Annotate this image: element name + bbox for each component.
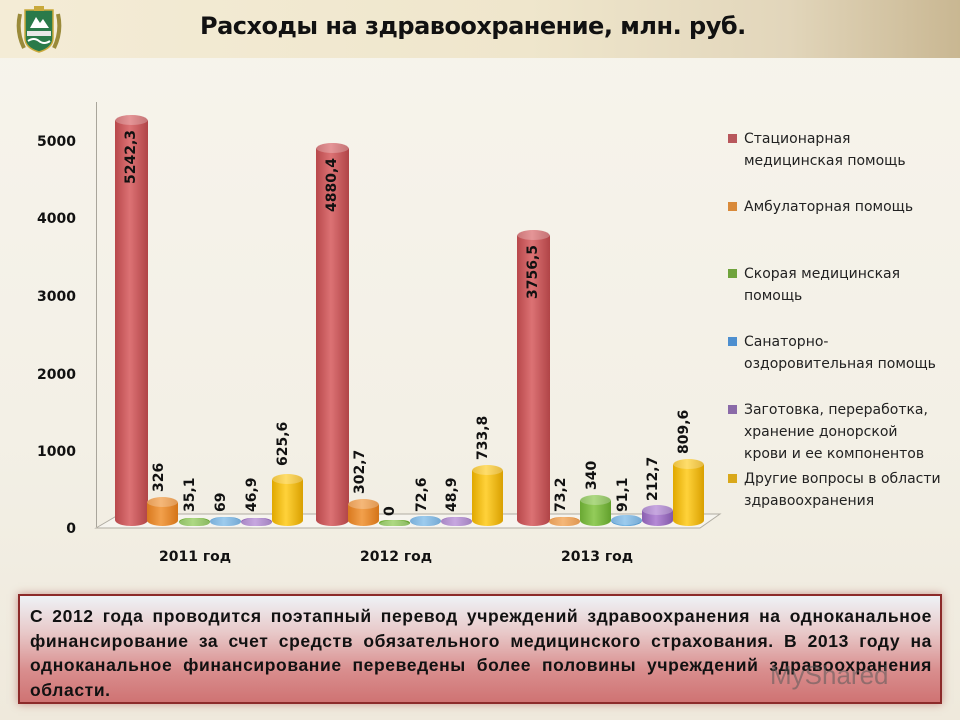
legend-swatch: [728, 202, 737, 211]
bar-2011-emergency: [179, 518, 210, 528]
bar-2011-sanatorium: [210, 517, 241, 527]
page-title: Расходы на здравоохранение, млн. руб.: [200, 12, 746, 40]
bar-2012-ambulatory: [348, 499, 379, 526]
value-label: 69: [213, 492, 229, 512]
value-label: 340: [584, 460, 600, 490]
value-label: 326: [151, 462, 167, 492]
value-label: 4880,4: [324, 157, 340, 212]
value-label: 625,6: [275, 421, 291, 466]
value-label: 73,2: [553, 477, 569, 512]
info-note-text: С 2012 года проводится поэтапный перевод…: [30, 606, 932, 700]
bar-2012-sanatorium: [410, 516, 441, 526]
legend-swatch: [728, 269, 737, 278]
value-label: 302,7: [352, 449, 368, 494]
value-label: 733,8: [475, 415, 491, 460]
bar-2011-ambulatory: [147, 497, 178, 526]
value-label: 3756,5: [525, 244, 541, 299]
bar-2013-sanatorium: [611, 515, 642, 526]
value-label: 5242,3: [123, 129, 139, 184]
bar-2013-stationary: [517, 230, 550, 526]
value-label: 46,9: [244, 477, 260, 512]
legend-swatch: [728, 337, 737, 346]
info-note-box: С 2012 года проводится поэтапный перевод…: [18, 594, 942, 704]
bar-2013-other: [673, 459, 704, 526]
bar-2012-other: [472, 465, 503, 526]
bar-2013-blood: [642, 505, 673, 526]
bar-2013-emergency: [580, 495, 611, 526]
watermark: MyShared: [770, 660, 889, 690]
value-label: 809,6: [676, 409, 692, 454]
bar-2012-blood: [441, 517, 472, 527]
value-label: 212,7: [645, 456, 661, 501]
y-tick-4000: 4000: [37, 211, 76, 227]
bar-2011-stationary: [115, 115, 148, 526]
bar-2012-emergency: [379, 520, 410, 530]
value-label: 48,9: [444, 477, 460, 512]
y-tick-2000: 2000: [37, 367, 76, 383]
bar-2011-blood: [241, 518, 272, 528]
y-tick-5000: 5000: [37, 134, 76, 150]
y-tick-0: 0: [66, 521, 76, 537]
coat-of-arms-icon: [16, 6, 62, 53]
bar-2013-ambulatory: [549, 517, 580, 527]
bar-2011-other: [272, 474, 303, 526]
bar-2012-stationary: [316, 143, 349, 526]
value-label: 91,1: [615, 477, 631, 512]
x-label-2013: 2013 год: [561, 549, 634, 565]
value-label: 0: [382, 506, 398, 516]
y-tick-1000: 1000: [37, 444, 76, 460]
value-label: 35,1: [182, 477, 198, 512]
legend-swatch: [728, 405, 737, 414]
x-label-2012: 2012 год: [360, 549, 433, 565]
y-tick-3000: 3000: [37, 289, 76, 305]
header-bar: Расходы на здравоохранение, млн. руб.: [0, 0, 960, 58]
legend-swatch: [728, 134, 737, 143]
x-label-2011: 2011 год: [159, 549, 232, 565]
y-axis-line: [96, 102, 97, 527]
legend-swatch: [728, 474, 737, 483]
value-label: 72,6: [414, 477, 430, 512]
